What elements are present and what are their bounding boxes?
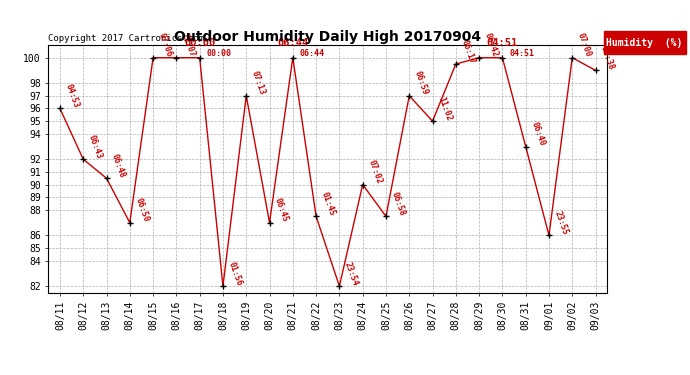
Text: 06:42: 06:42	[482, 32, 500, 58]
Text: 07:02: 07:02	[366, 159, 383, 185]
Text: 07:06: 07:06	[157, 32, 174, 58]
Text: 23:55: 23:55	[553, 210, 569, 236]
Text: 06:59: 06:59	[413, 70, 430, 96]
Text: 04:51: 04:51	[509, 50, 534, 58]
Text: 06:43: 06:43	[87, 134, 104, 160]
Text: 06:58: 06:58	[389, 190, 406, 217]
Text: 07:13: 07:13	[250, 70, 267, 96]
Text: 11:02: 11:02	[436, 95, 453, 122]
Text: 01:45: 01:45	[319, 190, 337, 217]
Text: 06:44: 06:44	[300, 50, 325, 58]
Text: 00:00: 00:00	[184, 38, 215, 48]
Text: 06:17: 06:17	[460, 38, 476, 65]
Text: Copyright 2017 Cartronics.com: Copyright 2017 Cartronics.com	[48, 33, 204, 42]
Text: 06:44: 06:44	[277, 38, 308, 48]
Text: 06:48: 06:48	[110, 152, 127, 179]
Text: 04:51: 04:51	[486, 38, 518, 48]
Text: Humidity  (%): Humidity (%)	[606, 38, 682, 48]
Text: 07:00: 07:00	[575, 32, 593, 58]
Text: 06:45: 06:45	[273, 197, 290, 223]
Text: 23:54: 23:54	[343, 260, 360, 287]
Text: 06:40: 06:40	[529, 121, 546, 147]
Text: 21:07: 21:07	[180, 32, 197, 58]
Title: Outdoor Humidity Daily High 20170904: Outdoor Humidity Daily High 20170904	[174, 30, 482, 44]
Text: 01:56: 01:56	[226, 260, 244, 287]
Text: 06:50: 06:50	[133, 197, 150, 223]
Text: 00:00: 00:00	[207, 50, 232, 58]
Text: 02:38: 02:38	[599, 45, 616, 71]
Text: 04:53: 04:53	[63, 82, 81, 109]
